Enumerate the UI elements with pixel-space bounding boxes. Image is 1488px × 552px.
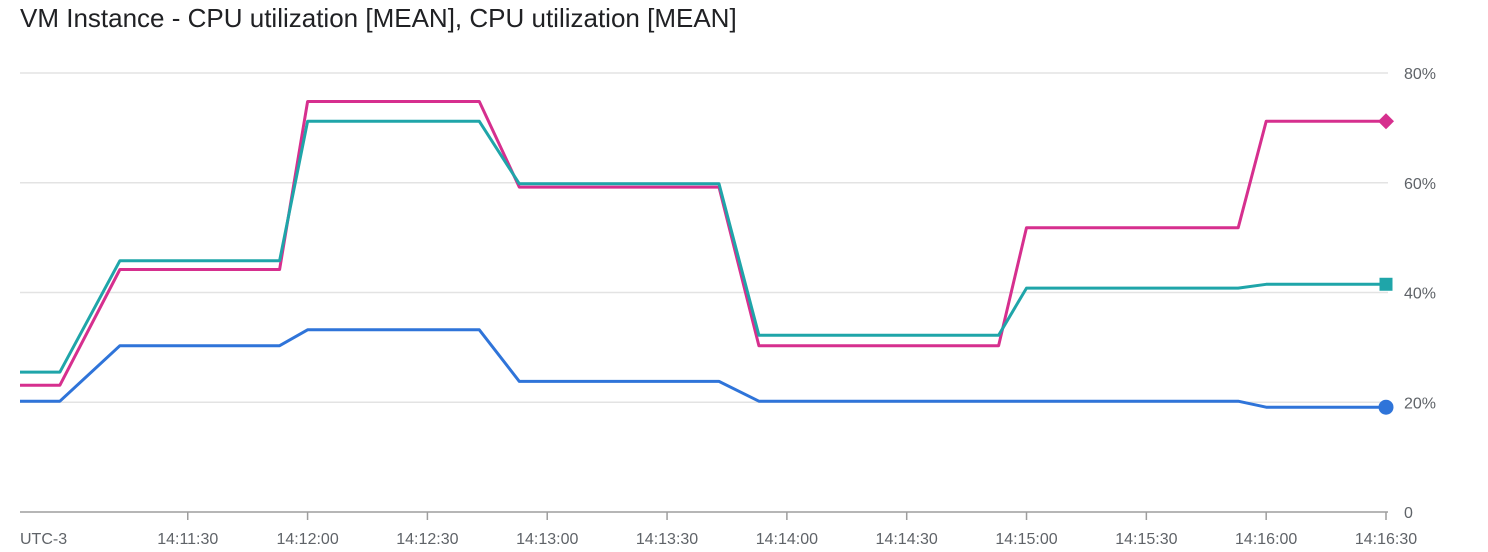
- x-tick-label: 14:14:00: [756, 531, 818, 548]
- y-tick-label: 60%: [1404, 176, 1436, 193]
- x-tick-label: 14:11:30: [157, 531, 218, 548]
- series-end-marker-2[interactable]: [1379, 277, 1393, 291]
- x-tick-label: 14:14:30: [876, 531, 938, 548]
- x-tick-label: 14:12:00: [276, 531, 338, 548]
- x-tick-label: 14:13:30: [636, 531, 698, 548]
- x-tick-label: 14:15:00: [995, 531, 1057, 548]
- x-tick-label: 14:13:00: [516, 531, 578, 548]
- y-tick-label: 80%: [1404, 66, 1436, 83]
- y-tick-label: 20%: [1404, 395, 1436, 412]
- x-tick-label: 14:16:30: [1355, 531, 1417, 548]
- grid: [20, 72, 1388, 403]
- chart-title: VM Instance - CPU utilization [MEAN], CP…: [20, 3, 737, 33]
- timezone-label: UTC-3: [20, 531, 67, 548]
- y-tick-label: 0: [1404, 505, 1413, 522]
- axes: 0 20% 40% 60% 80% UTC-3 14:11:30 14:12:00 14:12:…: [20, 66, 1436, 548]
- series-end-marker-3[interactable]: [1378, 399, 1394, 415]
- series-end-marker-1[interactable]: [1378, 113, 1394, 130]
- series-line-3: [20, 328, 1386, 409]
- x-tick-label: 14:16:00: [1235, 531, 1297, 548]
- x-tick-label: 14:15:30: [1115, 531, 1177, 548]
- y-tick-label: 40%: [1404, 286, 1436, 303]
- series-line-2: [20, 119, 1386, 374]
- series-line-1: [20, 100, 1386, 387]
- series-markers: [1378, 113, 1394, 415]
- series-group: [20, 100, 1386, 409]
- x-tick-label: 14:12:30: [396, 531, 458, 548]
